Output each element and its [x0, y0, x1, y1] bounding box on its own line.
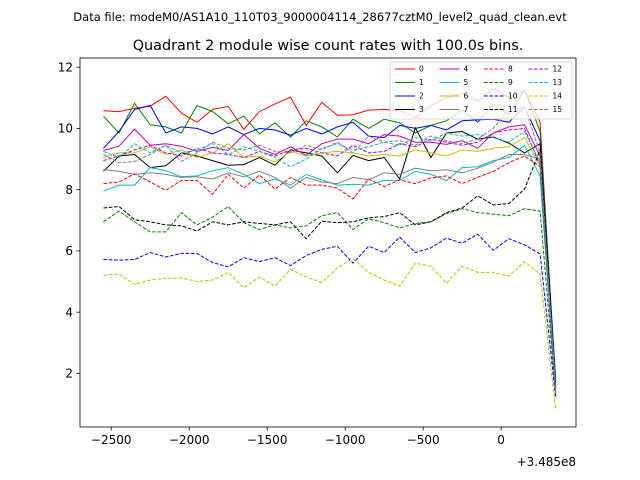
- legend-label-0: 0: [419, 65, 424, 74]
- series-line-14: [103, 257, 557, 411]
- x-tick-label: 0: [497, 433, 505, 447]
- legend-label-13: 13: [553, 78, 563, 87]
- x-tick-label: −1500: [247, 433, 288, 447]
- legend-label-15: 15: [553, 105, 563, 114]
- legend-label-4: 4: [464, 65, 469, 74]
- series-line-15: [103, 106, 557, 395]
- series-line-3: [103, 126, 557, 386]
- legend-label-12: 12: [553, 65, 563, 74]
- y-tick-label: 10: [58, 122, 73, 136]
- x-offset-label: +3.485e8: [517, 455, 576, 469]
- series-line-7: [103, 154, 557, 392]
- series-line-9: [103, 205, 557, 395]
- y-tick-label: 12: [58, 60, 73, 74]
- legend-label-7: 7: [464, 105, 469, 114]
- legend-label-8: 8: [508, 65, 513, 74]
- x-tick-label: −500: [407, 433, 440, 447]
- x-tick-label: −2000: [169, 433, 210, 447]
- data-file-title: Data file: modeM0/AS1A10_110T03_90000041…: [73, 10, 567, 24]
- y-tick-label: 4: [65, 305, 73, 319]
- y-tick-label: 6: [65, 244, 73, 258]
- legend-label-9: 9: [508, 78, 513, 87]
- plot-frame: [79, 57, 577, 428]
- axes-layer: −2500 −2000 −1500 −1000 −500 0+3.485e82468101…: [58, 57, 577, 469]
- x-tick-label: −1000: [325, 433, 366, 447]
- series-line-2: [103, 104, 557, 383]
- series-line-1: [103, 89, 557, 380]
- legend-label-3: 3: [419, 105, 424, 114]
- legend-label-5: 5: [464, 78, 469, 87]
- series-line-0: [103, 88, 557, 389]
- y-tick-label: 2: [65, 367, 73, 381]
- series-line-8: [103, 155, 557, 395]
- legend-box: [389, 61, 573, 120]
- x-tick-label: −2500: [91, 433, 132, 447]
- series-line-11: [103, 149, 557, 398]
- legend-label-1: 1: [419, 78, 424, 87]
- legend-label-10: 10: [508, 92, 518, 101]
- legend-label-14: 14: [553, 92, 563, 101]
- series-line-13: [103, 130, 557, 392]
- legend-label-6: 6: [464, 92, 469, 101]
- series-line-6: [103, 136, 557, 392]
- series-line-4: [103, 124, 557, 389]
- legend-label-11: 11: [508, 105, 518, 114]
- chart-title: Quadrant 2 module wise count rates with …: [133, 38, 524, 54]
- legend-label-2: 2: [419, 92, 424, 101]
- series-line-10: [103, 233, 557, 398]
- y-tick-label: 8: [65, 183, 73, 197]
- series-line-12: [103, 127, 557, 395]
- series-layer: [103, 88, 557, 411]
